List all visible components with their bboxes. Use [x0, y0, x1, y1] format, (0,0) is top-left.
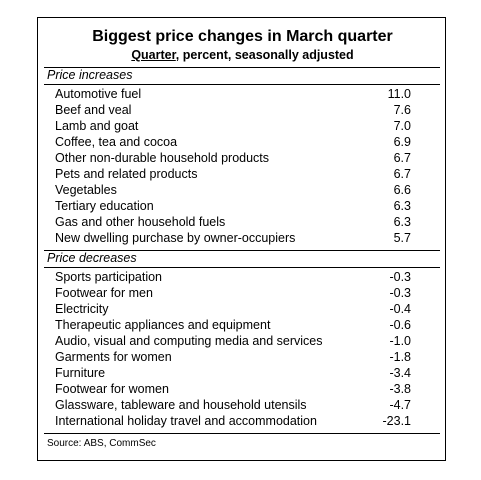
row-value: -0.3: [389, 286, 411, 300]
row-value: 11.0: [387, 87, 411, 101]
subtitle-rest: , percent, seasonally adjusted: [175, 48, 354, 62]
source: Source: ABS, CommSec: [47, 438, 156, 449]
table-frame: Biggest price changes in March quarter Q…: [37, 17, 446, 461]
row-label: Furniture: [55, 366, 106, 380]
row-value: 6.7: [393, 151, 411, 165]
row-label: Beef and veal: [55, 103, 132, 117]
section-heading: Price decreases: [47, 251, 137, 265]
row-label: Vegetables: [55, 183, 117, 197]
row-value: 6.9: [393, 135, 411, 149]
row-label: Tertiary education: [55, 199, 154, 213]
row-label: Sports participation: [55, 270, 163, 284]
row-value: -3.4: [389, 366, 411, 380]
row-label: Coffee, tea and cocoa: [55, 135, 178, 149]
row-value: -0.6: [389, 318, 411, 332]
row-label: Glassware, tableware and household utens…: [55, 398, 307, 412]
rule: [44, 433, 440, 434]
row-label: Garments for women: [55, 350, 172, 364]
row-value: -1.0: [389, 334, 411, 348]
subtitle: Quarter, percent, seasonally adjusted: [38, 48, 447, 62]
row-value: 6.7: [393, 167, 411, 181]
subtitle-underlined: Quarter: [131, 48, 176, 62]
row-value: 6.3: [393, 215, 411, 229]
row-label: Other non-durable household products: [55, 151, 270, 165]
rule: [44, 67, 440, 68]
row-label: New dwelling purchase by owner-occupiers: [55, 231, 296, 245]
row-value: -3.8: [389, 382, 411, 396]
row-label: Electricity: [55, 302, 109, 316]
row-label: Automotive fuel: [55, 87, 142, 101]
row-label: Audio, visual and computing media and se…: [55, 334, 323, 348]
row-label: Therapeutic appliances and equipment: [55, 318, 271, 332]
row-label: Lamb and goat: [55, 119, 139, 133]
title: Biggest price changes in March quarter: [92, 28, 393, 45]
rule: [44, 267, 440, 268]
row-value: -0.3: [389, 270, 411, 284]
row-value: 5.7: [393, 231, 411, 245]
row-label: Pets and related products: [55, 167, 198, 181]
row-value: 7.0: [393, 119, 411, 133]
rule: [44, 250, 440, 251]
row-label: Footwear for women: [55, 382, 169, 396]
row-value: 6.3: [393, 199, 411, 213]
section-heading: Price increases: [47, 68, 133, 82]
row-value: -23.1: [382, 414, 412, 428]
row-label: International holiday travel and accommo…: [55, 414, 317, 428]
row-value: 7.6: [393, 103, 411, 117]
row-value: -1.8: [389, 350, 411, 364]
row-value: 6.6: [393, 183, 411, 197]
row-value: -0.4: [389, 302, 411, 316]
row-label: Gas and other household fuels: [55, 215, 226, 229]
row-value: -4.7: [389, 398, 411, 412]
row-label: Footwear for men: [55, 286, 153, 300]
rule: [44, 84, 440, 85]
